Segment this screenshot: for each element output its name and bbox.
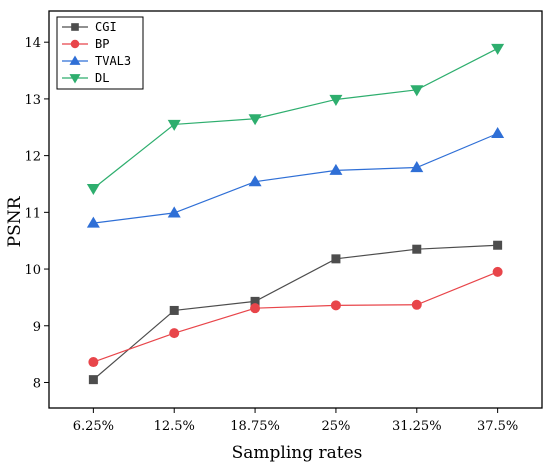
data-point-dl-31-25 <box>410 85 424 97</box>
legend: CGI BP TVAL3 DL <box>56 16 144 90</box>
y-tick-label-9: 9 <box>33 320 41 335</box>
legend-marker-bp <box>70 39 80 49</box>
series-markers <box>86 43 505 385</box>
data-point-bp-6-25 <box>88 357 99 368</box>
data-point-cgi-31-25 <box>412 244 422 254</box>
data-point-dl-37-5 <box>491 43 505 55</box>
plot-frame <box>48 10 543 409</box>
data-point-dl-18-75 <box>248 114 262 126</box>
data-point-tval3-31-25 <box>410 161 424 173</box>
data-point-bp-25 <box>330 300 341 311</box>
data-point-bp-37-5 <box>492 266 503 277</box>
data-point-tval3-18-75 <box>248 175 262 187</box>
y-tick-label-14: 14 <box>24 36 41 51</box>
legend-label-cgi: CGI <box>95 20 117 34</box>
data-point-dl-12-5 <box>167 119 181 131</box>
series-line-tval3 <box>93 132 498 224</box>
legend-marker-tval3 <box>69 55 81 65</box>
data-point-dl-6-25 <box>86 183 100 196</box>
axis-ticks: 8 9 10 11 12 13 14 6.25% 12.5% 18.75% 25% 31.25% 37.… <box>24 36 518 434</box>
data-point-tval3-37-5 <box>491 127 505 139</box>
x-tick-label-31-25: 31.25% <box>392 419 442 434</box>
y-tick-label-8: 8 <box>33 376 41 391</box>
x-tick-label-25: 25% <box>321 419 350 434</box>
x-axis-title: Sampling rates <box>232 443 363 463</box>
legend-marker-cgi <box>71 23 79 31</box>
data-point-tval3-25 <box>329 163 343 175</box>
x-tick-label-37-5: 37.5% <box>477 419 518 434</box>
series-line-bp <box>93 271 498 363</box>
y-tick-label-10: 10 <box>24 263 41 278</box>
plot-area-frame <box>48 10 543 409</box>
series-line-cgi <box>92 244 498 381</box>
y-tick-label-13: 13 <box>24 93 41 108</box>
x-tick-label-18-75: 18.75% <box>230 419 280 434</box>
series-lines <box>92 47 498 381</box>
legend-label-dl: DL <box>95 71 109 85</box>
data-point-cgi-6-25 <box>88 375 98 385</box>
data-point-cgi-12-5 <box>169 305 179 315</box>
legend-marker-dl <box>69 74 81 84</box>
x-tick-label-12-5: 12.5% <box>154 419 195 434</box>
series-line-dl <box>92 47 498 189</box>
data-point-cgi-37-5 <box>493 240 503 250</box>
data-point-tval3-6-25 <box>86 216 100 228</box>
data-point-cgi-18-75 <box>250 296 260 306</box>
data-point-tval3-12-5 <box>167 206 181 218</box>
y-tick-label-12: 12 <box>24 150 41 165</box>
data-point-dl-25 <box>329 94 343 106</box>
x-tick-label-6-25: 6.25% <box>73 419 114 434</box>
data-point-bp-31-25 <box>411 299 422 310</box>
data-point-cgi-25 <box>331 254 341 264</box>
data-point-bp-18-75 <box>250 303 261 314</box>
y-tick-label-11: 11 <box>24 206 41 221</box>
legend-label-bp: BP <box>95 37 109 51</box>
data-point-bp-12-5 <box>169 328 180 339</box>
y-axis-title: PSNR <box>5 195 25 247</box>
legend-label-tval3: TVAL3 <box>95 54 131 68</box>
